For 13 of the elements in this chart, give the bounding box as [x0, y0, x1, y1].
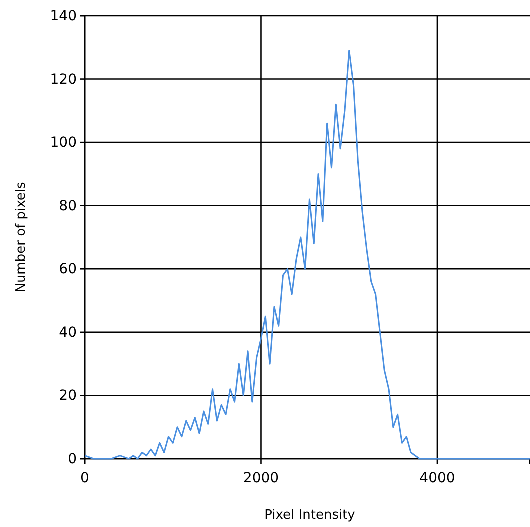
x-tick-label: 4000 — [420, 470, 456, 486]
y-tick-label: 20 — [59, 388, 77, 404]
y-tick-label: 100 — [50, 135, 77, 152]
y-tick-label: 120 — [50, 72, 77, 88]
y-tick-label: 0 — [68, 451, 77, 468]
y-axis-title: Number of pixels — [14, 182, 29, 293]
x-axis-title: Pixel Intensity — [264, 508, 356, 523]
y-tick-label: 140 — [50, 8, 77, 24]
x-tick-label: 2000 — [243, 470, 280, 486]
y-tick-label: 60 — [59, 262, 77, 278]
y-tick-label: 80 — [59, 198, 77, 214]
y-tick-label: 40 — [59, 324, 77, 341]
x-tick-label: 0 — [80, 470, 90, 486]
